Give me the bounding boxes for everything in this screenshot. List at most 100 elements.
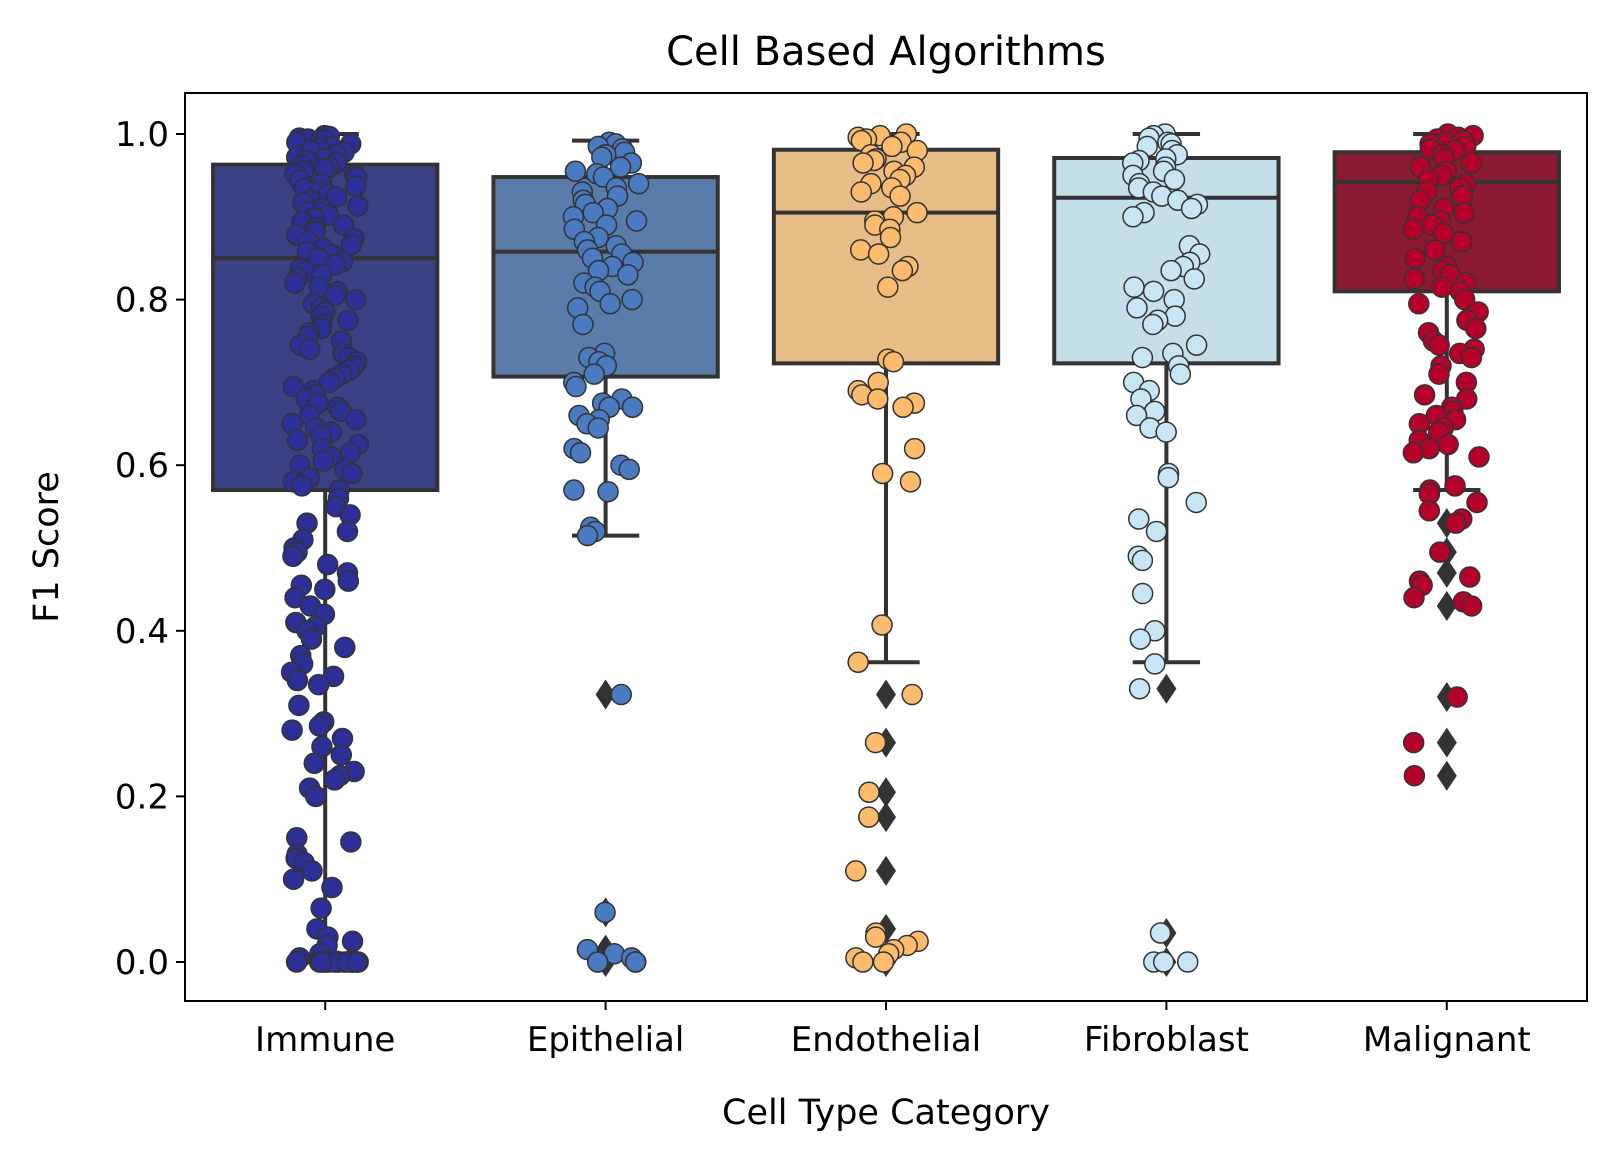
data-point [282,868,305,890]
data-point [877,276,899,298]
plot-area [211,123,1561,977]
data-point [845,860,867,882]
data-point [587,417,609,439]
data-point [867,243,890,265]
data-point [341,930,364,953]
data-point [1458,566,1481,588]
data-point [345,288,367,311]
data-point [1413,384,1436,406]
data-point [1157,466,1180,489]
data-point [341,462,363,485]
data-point [891,259,914,282]
data-point [889,185,911,207]
data-point [1402,218,1424,240]
x-tick-label: Immune [255,1020,395,1060]
x-axis-label: Cell Type Category [722,1093,1050,1133]
data-point [1445,512,1467,534]
data-point [310,951,332,973]
data-point [285,951,308,973]
data-point [850,181,872,203]
data-point [1144,653,1166,675]
data-point [1163,168,1186,191]
data-point [323,769,346,791]
data-point [609,156,632,178]
y-tick-label: 0.6 [115,446,169,486]
box-group-endothelial [771,123,1001,977]
data-point [1180,197,1203,220]
data-point [282,375,304,398]
y-tick-label: 0.8 [115,281,169,321]
data-point [1466,491,1488,514]
data-point [324,284,346,307]
data-point [594,901,616,924]
data-point [281,719,303,741]
outlier-marker [1436,557,1457,588]
y-tick-label: 0.0 [115,943,169,983]
data-point [1403,764,1426,787]
data-point [864,926,887,948]
y-tick-label: 1.0 [115,115,169,155]
data-point [1465,317,1487,340]
data-point [1428,334,1450,356]
data-point [906,201,928,224]
data-point [627,172,650,195]
y-tick-label: 0.4 [115,612,169,652]
data-point [858,781,880,804]
data-point [847,651,869,674]
data-point [330,744,353,766]
data-point [625,210,648,232]
data-point [1123,276,1145,298]
data-point [291,475,313,497]
data-point [586,951,609,973]
chart-title: Cell Based Algorithms [666,29,1106,75]
data-point [1142,280,1165,303]
data-point [1403,586,1425,609]
data-point [314,578,336,601]
box-group-epithelial [491,131,720,977]
data-point [1428,363,1450,385]
data-point [286,429,309,452]
data-point [1176,951,1199,973]
y-tick-label: 0.2 [115,777,169,817]
data-point [867,388,889,410]
data-point [337,570,360,592]
data-point [1183,268,1205,290]
data-point [288,694,310,717]
box-group-fibroblast [1052,123,1281,977]
data-point [1423,239,1446,261]
data-point [1125,404,1148,427]
data-point [1403,268,1426,290]
data-point [1126,297,1148,319]
data-point [1437,433,1459,456]
data-point [1129,628,1152,650]
data-point [852,152,874,174]
data-point [610,683,632,706]
data-point [337,309,359,332]
data-point [871,614,893,636]
data-point [1429,541,1451,563]
data-point [882,350,905,373]
data-point [334,636,356,659]
data-point [300,628,323,650]
data-point [321,876,343,899]
data-point [564,160,587,183]
data-point [286,669,309,692]
data-point [316,553,339,576]
outlier-marker [876,679,896,710]
data-point [303,752,326,775]
data-point [1451,230,1473,253]
box-group-immune [211,124,440,973]
data-point [1131,582,1154,605]
data-point [621,288,643,311]
data-point [1432,222,1455,245]
data-point [1431,276,1453,298]
data-point [1404,247,1426,269]
data-point [563,479,585,501]
data-point [1152,951,1175,973]
data-point [1453,201,1475,224]
data-point [1460,152,1483,174]
data-point [1122,206,1144,228]
data-point [345,175,367,197]
data-point [618,458,640,481]
axes: Immune Epithelial Endothelial Fibroblast Mal… [115,115,1531,1060]
